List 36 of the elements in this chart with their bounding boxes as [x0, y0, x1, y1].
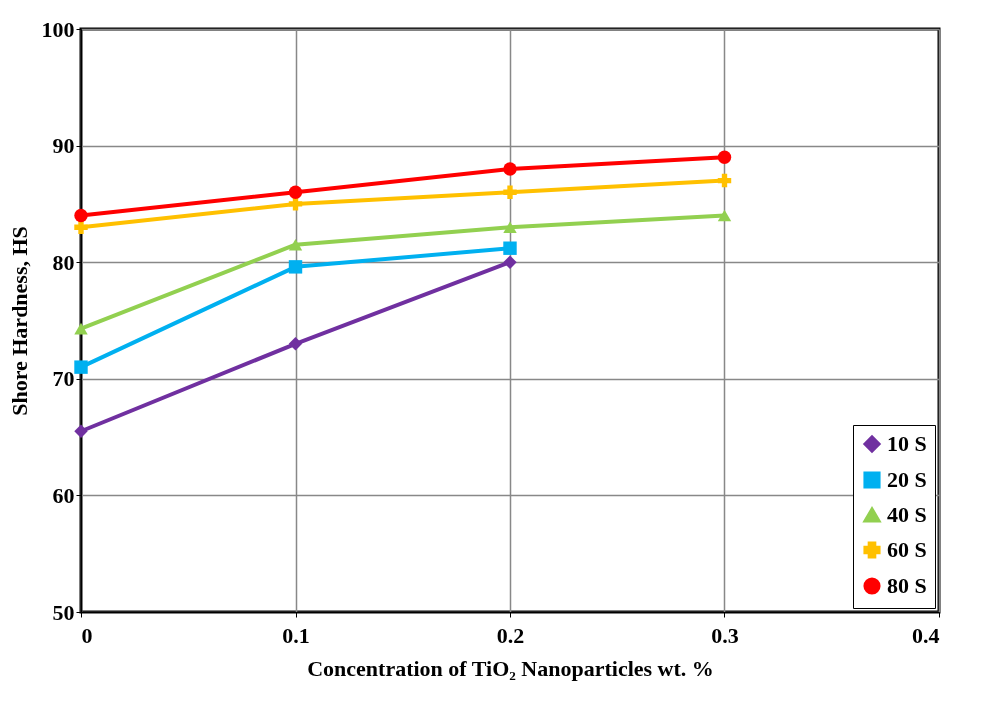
- point: [503, 221, 517, 234]
- point: [503, 185, 517, 199]
- point: [288, 337, 303, 351]
- y-tick-label: 50: [52, 599, 75, 625]
- point: [288, 185, 303, 199]
- y-tick-label: 60: [52, 482, 75, 508]
- point: [288, 238, 303, 251]
- x-tick-label: 0.2: [496, 622, 525, 648]
- point: [717, 209, 732, 222]
- y-axis-title: Shore Hardness, HS: [6, 226, 32, 416]
- point: [288, 197, 303, 211]
- y-tick-label: 80: [52, 249, 75, 275]
- y-tick-label: 90: [52, 133, 75, 159]
- point: [503, 162, 517, 176]
- x-tick-label: 0.1: [282, 622, 310, 648]
- legend-label: 80 S: [887, 573, 927, 598]
- legend-label: 10 S: [887, 431, 927, 456]
- point: [288, 260, 303, 274]
- point: [74, 424, 88, 438]
- x-axis-title: Concentration of TiO₂ Nanoparticles wt. %: [307, 655, 714, 681]
- point: [717, 173, 732, 188]
- point: [74, 208, 88, 223]
- y-tick-label: 100: [41, 16, 75, 42]
- x-tick-label: 0: [81, 622, 93, 648]
- x-tick-label: 0.4: [912, 622, 940, 648]
- legend-label: 40 S: [887, 502, 927, 527]
- legend-label: 20 S: [887, 467, 927, 492]
- y-tick-label: 70: [52, 366, 75, 392]
- x-tick-label: 0.3: [711, 622, 739, 648]
- point: [717, 150, 732, 164]
- point: [74, 220, 88, 234]
- point: [503, 255, 517, 269]
- point: [74, 360, 88, 374]
- point: [503, 241, 517, 255]
- legend-label: 60 S: [887, 537, 927, 562]
- point: [74, 322, 88, 335]
